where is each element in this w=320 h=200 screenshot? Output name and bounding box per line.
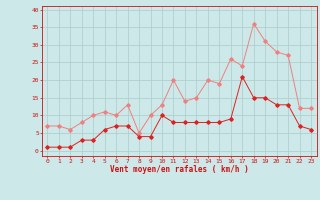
X-axis label: Vent moyen/en rafales ( km/h ): Vent moyen/en rafales ( km/h ) bbox=[110, 165, 249, 174]
